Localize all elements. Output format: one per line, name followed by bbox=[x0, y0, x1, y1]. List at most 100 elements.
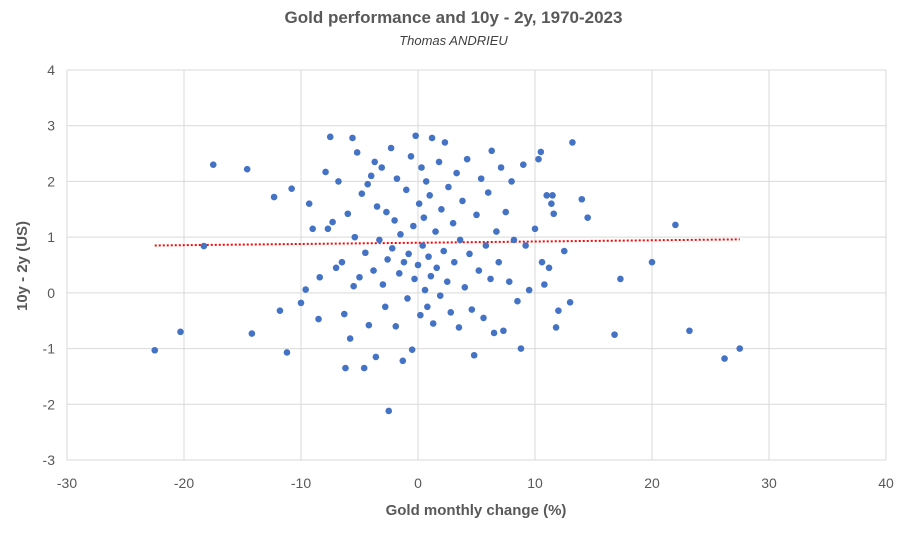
data-point bbox=[367, 172, 375, 180]
x-tick-label: -10 bbox=[291, 475, 311, 491]
data-point bbox=[305, 200, 313, 208]
data-point bbox=[346, 335, 354, 342]
data-point bbox=[360, 364, 368, 372]
data-point bbox=[432, 228, 439, 235]
data-point bbox=[297, 299, 305, 307]
data-point bbox=[372, 353, 380, 361]
data-point bbox=[429, 320, 437, 327]
data-point bbox=[468, 306, 476, 313]
data-point bbox=[383, 208, 390, 216]
data-point bbox=[447, 309, 455, 316]
data-point bbox=[358, 190, 366, 197]
data-point bbox=[440, 247, 448, 255]
data-point bbox=[356, 273, 363, 281]
data-point bbox=[541, 281, 548, 288]
data-point bbox=[672, 221, 679, 229]
data-point bbox=[400, 258, 408, 266]
data-point bbox=[569, 139, 576, 146]
data-point bbox=[324, 225, 332, 233]
data-point bbox=[484, 189, 492, 196]
data-point bbox=[578, 195, 586, 203]
data-points bbox=[151, 132, 744, 415]
data-point bbox=[302, 286, 309, 293]
y-tick-label: 1 bbox=[47, 229, 55, 245]
data-point bbox=[525, 286, 533, 294]
data-point bbox=[545, 264, 553, 272]
y-tick-label: 4 bbox=[47, 62, 55, 78]
data-point bbox=[552, 324, 560, 331]
data-point bbox=[736, 345, 744, 352]
data-point bbox=[415, 200, 423, 208]
data-point bbox=[392, 322, 400, 330]
data-point bbox=[421, 286, 429, 294]
data-point bbox=[493, 228, 500, 235]
data-point bbox=[342, 364, 349, 372]
data-point bbox=[520, 161, 527, 169]
data-point bbox=[209, 161, 217, 169]
data-point bbox=[276, 307, 284, 314]
data-point bbox=[411, 275, 418, 283]
data-point bbox=[370, 267, 377, 274]
data-point bbox=[482, 242, 490, 249]
data-point bbox=[510, 236, 518, 244]
data-point bbox=[426, 192, 434, 199]
data-point bbox=[441, 139, 449, 146]
data-point bbox=[450, 258, 458, 266]
data-point bbox=[686, 327, 693, 335]
data-point bbox=[405, 250, 412, 258]
data-point bbox=[395, 270, 403, 277]
data-point bbox=[497, 164, 505, 171]
data-point bbox=[326, 133, 334, 141]
data-point bbox=[502, 208, 510, 216]
data-point bbox=[456, 236, 464, 244]
data-point bbox=[517, 345, 525, 352]
data-point bbox=[388, 244, 396, 252]
data-point bbox=[387, 144, 395, 152]
data-point bbox=[425, 253, 432, 260]
data-point bbox=[445, 183, 452, 191]
data-point bbox=[438, 205, 445, 213]
y-tick-label: 2 bbox=[47, 173, 55, 189]
data-point bbox=[417, 311, 424, 319]
data-point bbox=[200, 242, 208, 250]
data-point bbox=[288, 185, 295, 192]
data-point bbox=[309, 225, 317, 233]
data-point bbox=[351, 233, 359, 241]
data-point bbox=[428, 134, 436, 142]
data-point bbox=[177, 328, 184, 336]
data-point bbox=[243, 165, 251, 173]
data-point bbox=[315, 315, 322, 323]
data-point bbox=[453, 169, 460, 177]
data-point bbox=[424, 303, 431, 311]
y-tick-label: -3 bbox=[43, 452, 56, 468]
data-point bbox=[463, 155, 471, 163]
data-point bbox=[721, 355, 728, 362]
data-point bbox=[338, 258, 346, 266]
data-point bbox=[436, 292, 444, 299]
y-tick-label: 0 bbox=[47, 285, 55, 301]
data-point bbox=[270, 193, 278, 201]
x-tick-label: 0 bbox=[414, 475, 422, 491]
data-point bbox=[393, 175, 401, 182]
data-point bbox=[560, 247, 568, 255]
x-tick-label: -30 bbox=[57, 475, 77, 491]
data-point bbox=[617, 275, 624, 283]
data-point bbox=[420, 214, 428, 221]
data-point bbox=[455, 324, 463, 331]
data-point bbox=[535, 155, 542, 163]
data-point bbox=[459, 197, 466, 205]
data-point bbox=[410, 222, 417, 230]
data-point bbox=[371, 158, 379, 166]
data-point bbox=[349, 134, 356, 142]
y-tick-label: 3 bbox=[47, 118, 55, 134]
data-point bbox=[378, 164, 386, 171]
data-point bbox=[475, 267, 483, 274]
data-point bbox=[332, 264, 340, 272]
data-point bbox=[408, 346, 416, 353]
data-point bbox=[419, 242, 426, 249]
x-tick-label: 40 bbox=[878, 475, 894, 491]
y-tick-label: -1 bbox=[43, 341, 56, 357]
data-point bbox=[449, 219, 457, 227]
data-point bbox=[550, 210, 558, 218]
